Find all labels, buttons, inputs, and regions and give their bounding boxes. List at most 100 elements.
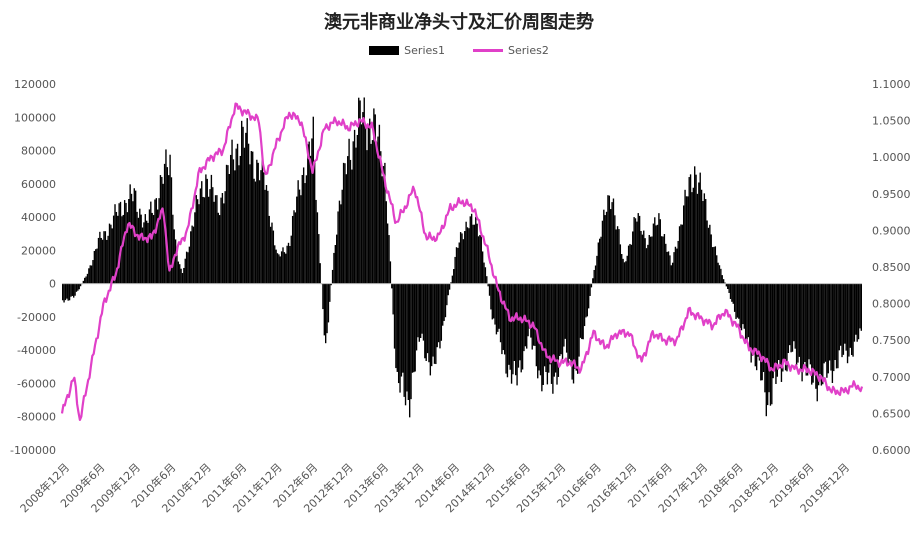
- series1-bar: [656, 224, 659, 284]
- series1-bar: [77, 283, 79, 291]
- series1-bar: [705, 199, 707, 284]
- series1-bar: [494, 283, 496, 325]
- y-left-tick-label: 100000: [14, 111, 56, 124]
- series1-bar: [503, 283, 506, 355]
- series1-bar: [706, 220, 708, 284]
- series1-bar: [720, 268, 722, 284]
- series1-bar: [408, 283, 411, 418]
- series1-bar: [93, 250, 96, 284]
- series1-bar: [396, 283, 398, 372]
- series1-bar: [689, 174, 692, 284]
- series1-bar: [856, 283, 858, 342]
- series1-bar: [739, 283, 741, 329]
- series1-bar: [443, 283, 445, 321]
- series1-bar: [728, 283, 730, 293]
- series1-bar: [758, 283, 761, 361]
- series1-bar: [84, 277, 86, 284]
- series1-bar: [582, 283, 584, 340]
- series1-bar: [224, 191, 226, 284]
- series1-bar: [95, 249, 97, 284]
- series1-bar: [703, 193, 706, 284]
- series1-bar: [103, 231, 105, 284]
- series1-bar: [640, 231, 642, 284]
- series1-bar: [104, 231, 107, 284]
- series1-bar: [92, 260, 94, 284]
- series1-bar: [641, 234, 644, 284]
- series1-bar: [177, 261, 180, 284]
- series1-bar: [257, 162, 259, 284]
- series1-bar: [795, 283, 798, 366]
- series1-bar: [413, 283, 415, 373]
- series1-bar: [145, 220, 148, 284]
- series1-bar: [599, 238, 601, 284]
- series1-bar: [846, 283, 849, 364]
- series1-bar: [713, 246, 715, 284]
- series1-bar: [411, 283, 414, 373]
- series1-bar: [571, 283, 573, 380]
- series1-bar: [403, 283, 405, 397]
- series1-bar: [526, 283, 528, 349]
- series1-bar: [835, 283, 838, 369]
- series1-bar: [473, 224, 476, 284]
- series1-bar: [279, 256, 281, 284]
- series1-bar: [126, 212, 129, 284]
- series1-bar: [750, 283, 752, 363]
- series1-bar: [250, 151, 253, 284]
- series1-bar: [593, 269, 595, 284]
- series1-bar: [455, 247, 458, 284]
- series1-bar: [363, 97, 365, 284]
- series1-bar: [592, 278, 594, 284]
- series1-bar: [268, 215, 270, 284]
- series1-bar: [621, 254, 623, 284]
- series1-bar: [736, 283, 739, 318]
- series1-bar: [534, 283, 536, 346]
- series1-bar: [616, 226, 619, 284]
- y-left-tick-label: 0: [49, 278, 56, 291]
- series1-bar: [553, 283, 555, 377]
- y-left-tick-label: 40000: [21, 211, 56, 224]
- series1-bar: [647, 244, 649, 284]
- series1-bar: [604, 215, 606, 284]
- series1-bar: [322, 283, 324, 310]
- series1-bar: [168, 175, 170, 284]
- y-left-tick-label: 80000: [21, 145, 56, 158]
- series1-bar: [99, 231, 101, 284]
- y-right-tick-label: 0.8500: [872, 261, 911, 274]
- series1-bar: [300, 195, 302, 284]
- series1-bar: [769, 283, 772, 406]
- legend-swatch-series2: [473, 49, 503, 52]
- series1-bar: [676, 248, 678, 284]
- series1-bar: [129, 184, 131, 284]
- series1-bar: [823, 283, 825, 364]
- y-right-tick-label: 0.9000: [872, 224, 911, 237]
- series1-bar: [297, 180, 299, 284]
- series1-bar: [716, 255, 718, 284]
- series1-bar: [207, 196, 210, 284]
- series1-bar: [826, 283, 828, 378]
- series1-bar: [318, 234, 320, 284]
- series1-bar: [802, 283, 805, 369]
- series1-bar: [319, 263, 321, 284]
- series1-bar: [517, 283, 520, 368]
- series1-bar: [227, 165, 229, 284]
- series1-bar: [527, 283, 529, 337]
- series1-bar: [139, 208, 141, 284]
- series1-bar: [674, 246, 677, 284]
- series1-bar: [444, 283, 447, 318]
- series1-bar: [833, 283, 835, 372]
- series1-bar: [241, 120, 243, 284]
- series1-bar: [267, 190, 269, 284]
- series1-bar: [753, 283, 755, 353]
- series1-bar: [86, 273, 89, 284]
- series1-bar: [649, 236, 652, 284]
- series1-bar: [437, 283, 440, 343]
- series1-bar: [677, 240, 679, 284]
- series1-bar: [480, 235, 482, 284]
- chart-title: 澳元非商业净头寸及汇价周图走势: [324, 12, 594, 33]
- series1-bar: [249, 164, 251, 284]
- series1-bar: [190, 231, 192, 284]
- series1-bar: [732, 283, 734, 304]
- series1-bar: [289, 245, 291, 284]
- y-right-tick-label: 1.0500: [872, 115, 911, 128]
